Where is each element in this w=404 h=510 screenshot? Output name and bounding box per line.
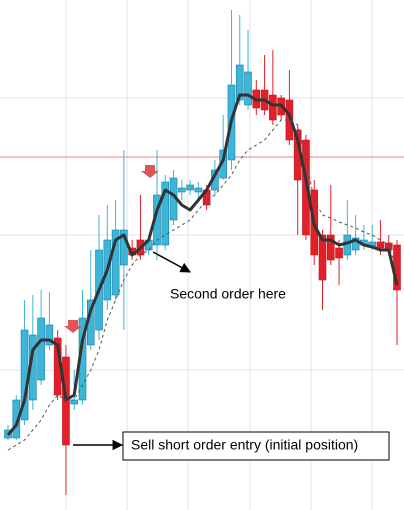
candle-body	[335, 247, 343, 259]
average-line-dashed	[7, 119, 398, 451]
candle-body	[351, 237, 360, 251]
annotation-arrow	[152, 251, 191, 273]
candle-body	[318, 234, 327, 281]
average-line	[6, 93, 399, 436]
candle-body	[186, 184, 194, 191]
plot	[0, 10, 404, 495]
candle-body	[235, 64, 244, 101]
candle-body	[376, 241, 385, 249]
candle-body	[326, 234, 335, 261]
candle-body	[111, 229, 120, 296]
candle-body	[178, 187, 186, 193]
candle-body	[269, 94, 277, 121]
candle-body	[120, 229, 128, 266]
candle-body	[161, 181, 170, 246]
candle-body	[37, 317, 45, 381]
signal-arrow	[141, 165, 159, 178]
annotation-box	[122, 431, 390, 461]
candle-body	[194, 187, 203, 193]
annotation: Sell short order entry (initial position…	[131, 437, 358, 453]
signal-arrow	[64, 320, 82, 333]
candle-body	[45, 324, 54, 346]
annotation: Second order here	[170, 286, 286, 302]
candle-body	[244, 71, 252, 106]
candle-body	[70, 399, 79, 405]
